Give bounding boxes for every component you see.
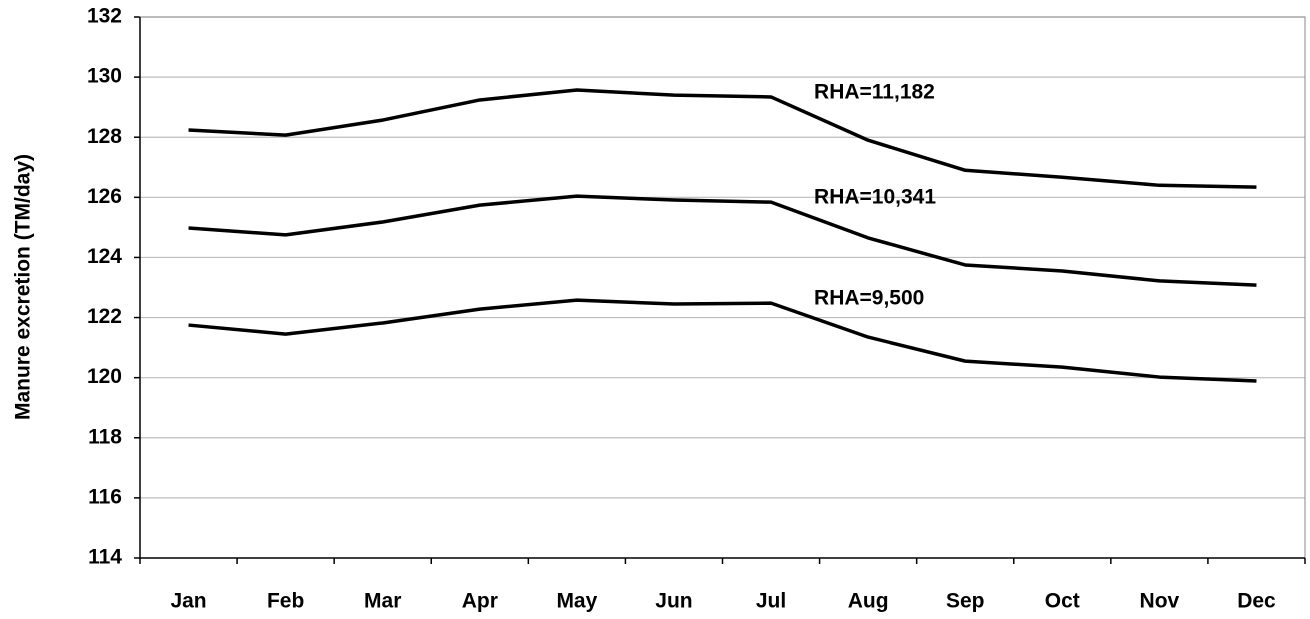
y-tick-label: 122 bbox=[87, 305, 122, 328]
y-tick-label: 128 bbox=[87, 125, 122, 148]
x-tick-label: Jul bbox=[756, 590, 786, 613]
y-tick-label: 116 bbox=[88, 485, 122, 508]
plot-frame bbox=[139, 16, 1306, 559]
x-tick-label: Sep bbox=[946, 590, 985, 613]
series-label: RHA=9,500 bbox=[814, 287, 924, 310]
y-tick-label: 130 bbox=[87, 65, 122, 88]
line-series bbox=[188, 298, 1257, 383]
x-tick-label: Jun bbox=[655, 590, 692, 613]
series-label: RHA=10,341 bbox=[814, 186, 936, 209]
y-tick-label: 120 bbox=[87, 365, 122, 388]
x-tick-label: Nov bbox=[1140, 590, 1180, 613]
y-tick-label: 118 bbox=[88, 425, 122, 448]
x-tick-label: May bbox=[556, 590, 597, 613]
y-tick-label: 124 bbox=[87, 245, 122, 268]
x-tick-label: Feb bbox=[267, 590, 304, 613]
series-label: RHA=11,182 bbox=[814, 80, 935, 103]
x-tick-label: Jan bbox=[170, 590, 206, 613]
x-tick-label: Apr bbox=[462, 590, 498, 613]
y-tick-label: 114 bbox=[88, 546, 122, 569]
y-tick-label: 126 bbox=[87, 185, 122, 208]
y-axis-label: Manure excretion (TM/day) bbox=[12, 154, 35, 420]
x-tick-label: Dec bbox=[1237, 590, 1276, 613]
x-tick-label: Oct bbox=[1045, 590, 1080, 613]
y-tick-label: 132 bbox=[87, 5, 122, 28]
x-tick-label: Mar bbox=[364, 590, 401, 613]
x-tick-label: Aug bbox=[848, 590, 889, 613]
line-series bbox=[188, 88, 1257, 189]
line-series bbox=[188, 194, 1257, 287]
